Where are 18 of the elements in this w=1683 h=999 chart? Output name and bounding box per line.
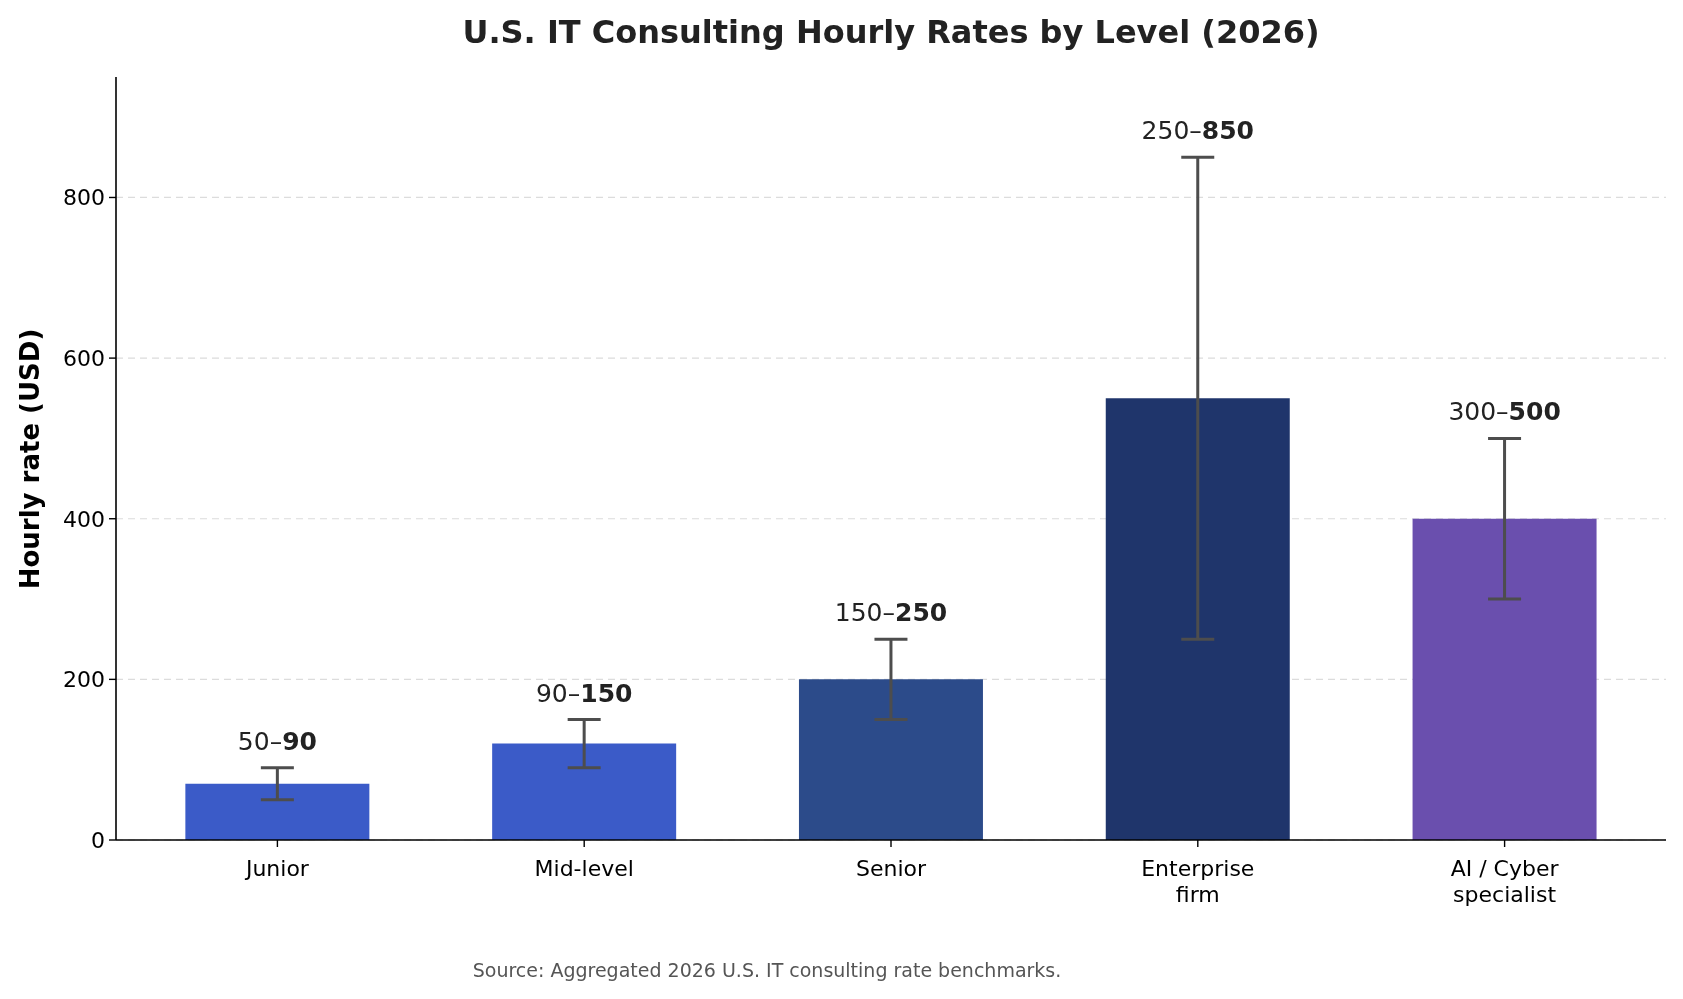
x-tick-label: Enterprise firm: [1141, 856, 1255, 907]
y-tick-label: 400: [63, 506, 105, 532]
y-tick-label: 600: [63, 345, 105, 371]
y-tick-label: 0: [91, 827, 105, 853]
x-tick-label: AI / Cyber specialist: [1450, 856, 1560, 907]
x-tick-label: Mid-level: [534, 856, 634, 881]
annotation: 90–150: [535, 678, 633, 708]
annotation: 300–500: [1448, 397, 1561, 427]
source-note: Source: Aggregated 2026 U.S. IT consulting rate benchmarks.: [471, 958, 1063, 982]
y-tick-label: 800: [63, 185, 105, 211]
x-tick-label: Senior: [855, 856, 927, 881]
y-axis-title: Hourly rate (USD): [15, 328, 45, 590]
annotation: 50–90: [237, 726, 317, 756]
x-tick-label: Junior: [243, 856, 310, 881]
chart-title: U.S. IT Consulting Hourly Rates by Level (2026): [461, 13, 1321, 51]
annotation: 150–250: [834, 598, 948, 628]
y-tick-label: 200: [63, 667, 105, 693]
annotation: 250–850: [1141, 116, 1254, 146]
